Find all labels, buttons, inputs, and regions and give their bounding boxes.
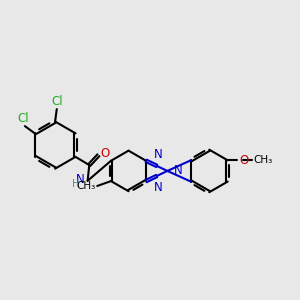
Text: H: H — [71, 179, 79, 189]
Text: N: N — [154, 181, 162, 194]
Text: Cl: Cl — [51, 95, 63, 109]
Text: Cl: Cl — [17, 112, 29, 125]
Text: O: O — [100, 147, 109, 161]
Text: CH₃: CH₃ — [76, 181, 95, 191]
Text: N: N — [76, 173, 85, 186]
Text: O: O — [240, 154, 249, 167]
Text: CH₃: CH₃ — [254, 155, 273, 165]
Text: N: N — [174, 164, 183, 177]
Text: N: N — [154, 148, 162, 160]
